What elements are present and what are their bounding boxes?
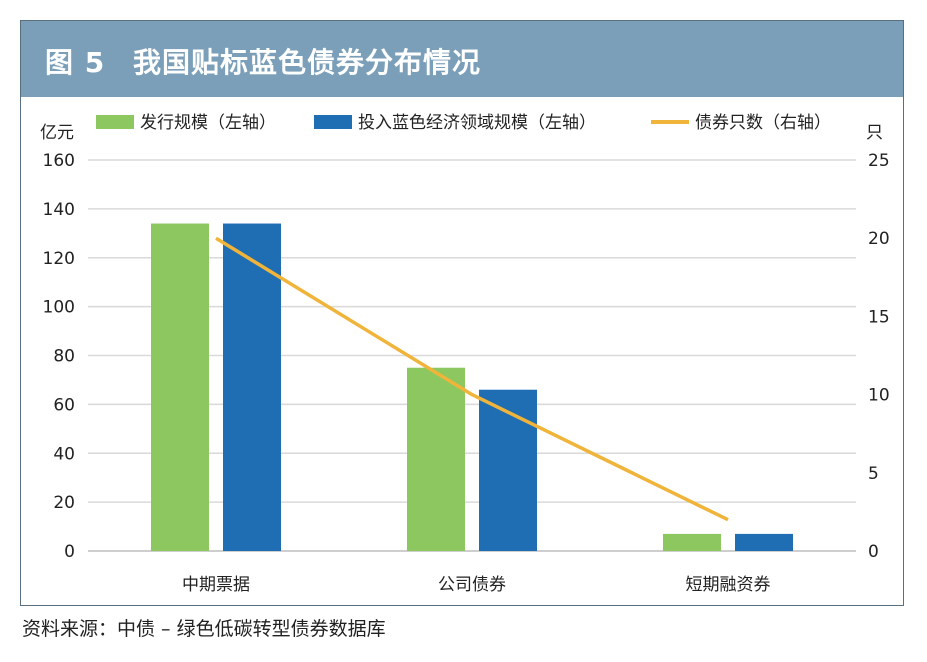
legend-bond-count-label: 债券只数（右轴）	[695, 113, 831, 133]
legend-issuance-label: 发行规模（左轴）	[140, 113, 276, 133]
figure-header: 图 5 我国贴标蓝色债券分布情况	[21, 21, 903, 97]
y-left-tick-label: 60	[53, 395, 75, 415]
legend-blue-investment-label: 投入蓝色经济领域规模（左轴）	[358, 113, 596, 133]
x-category-label: 公司债券	[438, 575, 506, 595]
bar-issuance	[151, 223, 209, 551]
y-right-tick-label: 20	[868, 229, 890, 249]
y-right-tick-label: 5	[868, 464, 879, 484]
bar-blue-investment	[479, 389, 537, 551]
figure-title: 我国贴标蓝色债券分布情况	[133, 46, 482, 79]
y-right-tick-label: 10	[868, 386, 890, 406]
x-category-label: 短期融资券	[686, 575, 771, 595]
x-category-label: 中期票据	[182, 575, 250, 595]
line-bond-count	[215, 236, 729, 522]
y-right-axis-label: 只	[866, 123, 883, 143]
y-left-tick-label: 100	[43, 298, 75, 318]
y-right-tick-label: 25	[868, 151, 890, 171]
figure-label: 图 5	[45, 46, 106, 79]
y-left-tick-label: 40	[53, 444, 75, 464]
y-left-tick-label: 120	[43, 249, 75, 269]
y-left-tick-label: 80	[53, 347, 75, 367]
legend-issuance-swatch	[96, 115, 134, 129]
legend-blue-investment-swatch	[314, 115, 352, 129]
y-left-tick-label: 20	[53, 493, 75, 513]
bar-blue-investment	[735, 533, 793, 551]
bar-blue-investment	[223, 223, 281, 551]
y-left-tick-label: 0	[64, 542, 75, 562]
bar-issuance	[663, 533, 721, 551]
bar-issuance	[407, 367, 465, 551]
y-left-tick-label: 140	[43, 200, 75, 220]
y-right-tick-label: 15	[868, 307, 890, 327]
source-note: 资料来源：中债 – 绿色低碳转型债券数据库	[22, 618, 386, 640]
y-left-axis-label: 亿元	[40, 123, 74, 143]
y-left-tick-label: 160	[43, 151, 75, 171]
y-right-tick-label: 0	[868, 542, 879, 562]
